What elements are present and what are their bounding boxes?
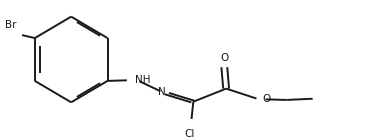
Text: O: O <box>262 94 270 104</box>
Text: Br: Br <box>5 20 17 30</box>
Text: O: O <box>220 53 228 63</box>
Text: Cl: Cl <box>184 129 195 138</box>
Text: NH: NH <box>135 75 150 85</box>
Text: N: N <box>158 87 166 97</box>
